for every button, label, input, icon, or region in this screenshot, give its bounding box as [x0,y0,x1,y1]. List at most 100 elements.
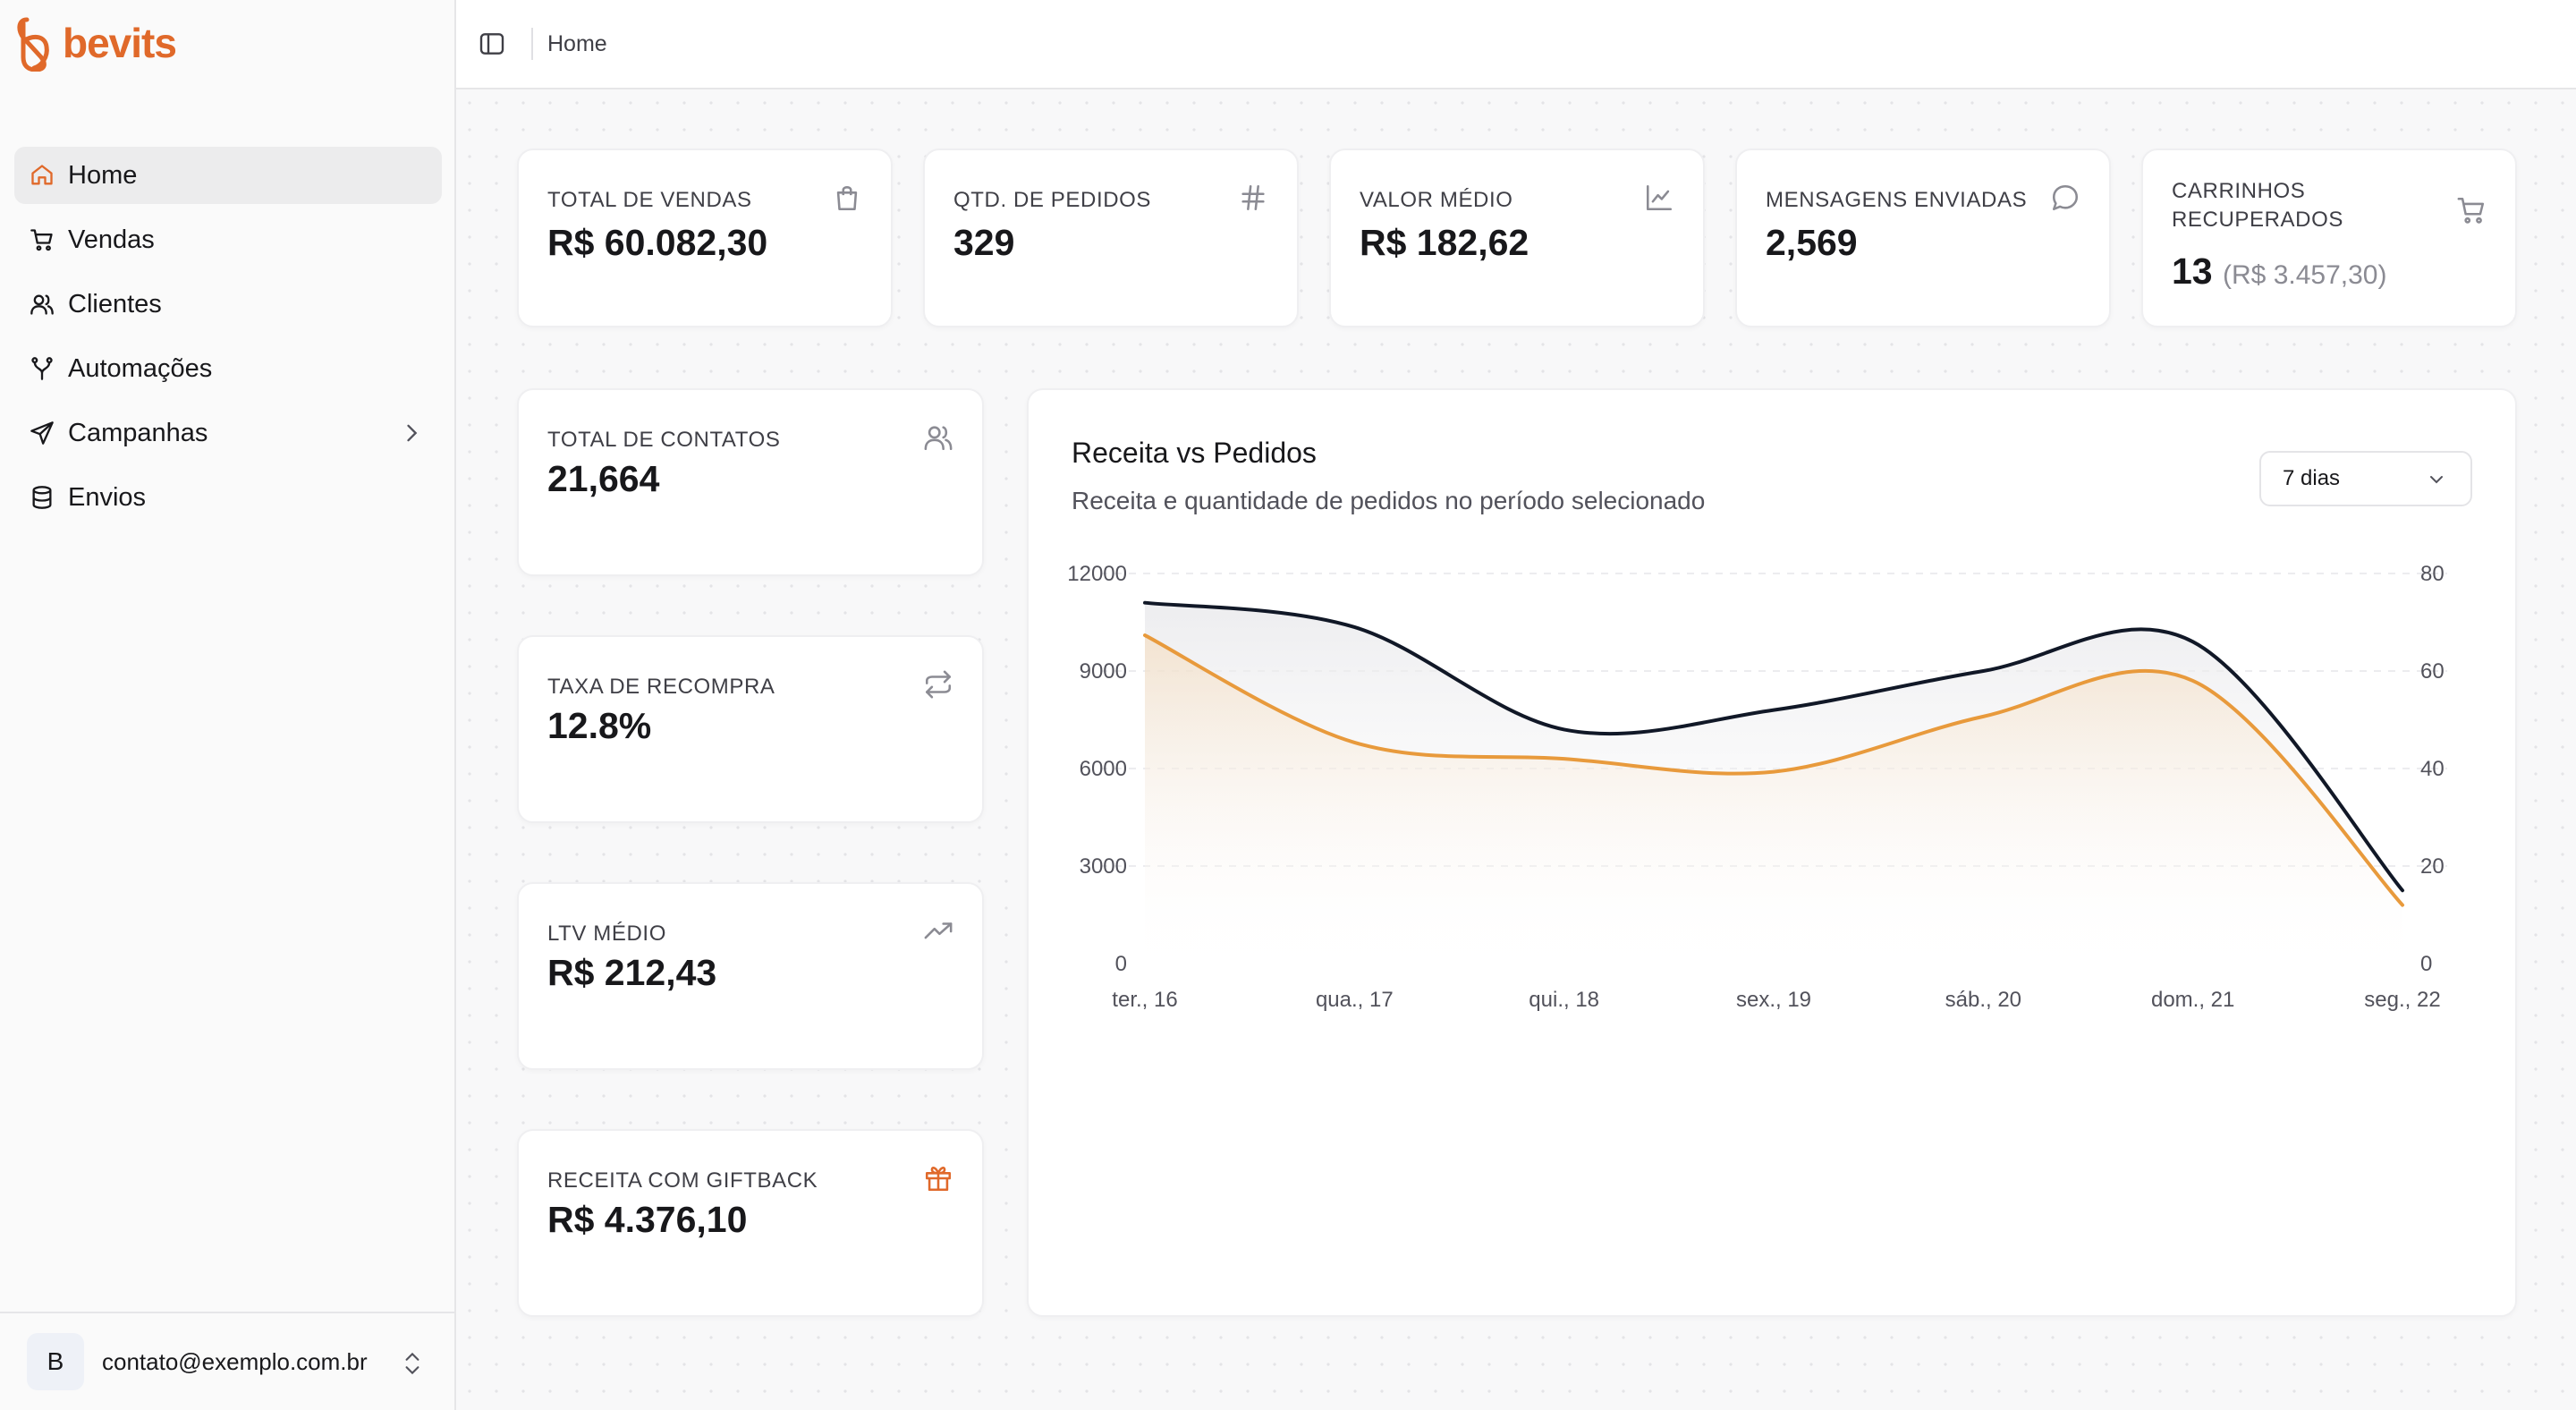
stat-card-taxa-recompra: TAXA DE RECOMPRA 12.8% [517,635,984,823]
send-icon [29,420,55,446]
stat-label-line: RECUPERADOS [2172,208,2343,232]
stat-value: R$ 212,43 [547,952,717,993]
stat-value: 12.8% [547,705,652,746]
sidebar-item-label: Clientes [68,289,162,319]
panel-left-icon [479,33,504,55]
sidebar-toggle-button[interactable] [467,19,517,69]
bevits-logo-icon [17,17,49,72]
stat-value: R$ 182,62 [1360,222,1530,263]
y-left-tick-label: 0 [1115,952,1127,976]
line-series-pedidos [1143,600,2404,893]
trending-up-icon [924,922,953,939]
main-content: TOTAL DE VENDAS R$ 60.082,30 QTD. DE PED… [456,89,2576,1410]
stat-value: 2,569 [1766,222,1858,263]
stat-card-mensagens: MENSAGENS ENVIADAS 2,569 [1735,149,2111,327]
sidebar-item-label: Vendas [68,225,155,254]
stat-value-sub: (R$ 3.457,30) [2223,260,2387,290]
message-circle-icon [2052,184,2079,211]
y-left-tick-label: 6000 [1080,757,1127,781]
user-email: contato@exemplo.com.br [102,1347,368,1375]
range-select[interactable]: 7 dias [2259,451,2472,506]
sidebar-item-home[interactable]: Home [14,147,442,204]
chart-plot: 0 3000 6000 9000 12000 0 20 40 60 80 ter., 16 qua.,… [1067,562,2447,1012]
chevron-right-icon[interactable] [399,420,424,446]
sidebar-item-envios[interactable]: Envios [14,469,442,526]
chevron-down-icon [2430,476,2443,484]
gift-icon [925,1167,952,1192]
chevrons-up-down-icon [405,1352,419,1375]
x-tick-label: qua., 17 [1316,988,1394,1012]
stat-label: QTD. DE PEDIDOS [953,188,1152,212]
line-series-receita [1143,633,2404,907]
stat-value: 13 (R$ 3.457,30) [2172,251,2386,293]
avatar: B [27,1333,84,1390]
home-icon [29,162,55,189]
user-menu[interactable]: B contato@exemplo.com.br [0,1312,454,1410]
chart-title: Receita vs Pedidos [1072,437,1317,469]
hash-icon [1241,184,1265,211]
sidebar-item-automacoes[interactable]: Automações [14,340,442,397]
stat-label-line: CARRINHOS [2172,179,2306,203]
stat-label: MENSAGENS ENVIADAS [1766,188,2028,212]
stat-value: 329 [953,222,1015,263]
x-tick-label: ter., 16 [1112,988,1177,1012]
stat-card-receita-giftback: RECEITA COM GIFTBACK R$ 4.376,10 [517,1129,984,1317]
chart-subtitle: Receita e quantidade de pedidos no perío… [1072,487,1706,514]
sidebar-item-label: Automações [68,353,213,383]
sidebar-item-campanhas[interactable]: Campanhas [14,404,442,462]
stat-label: TOTAL DE VENDAS [547,188,752,212]
breadcrumb[interactable]: Home [547,30,607,56]
x-tick-label: qui., 18 [1529,988,1599,1012]
stat-card-valor-medio: VALOR MÉDIO R$ 182,62 [1329,149,1705,327]
y-left-tick-label: 3000 [1080,854,1127,879]
stat-label: TAXA DE RECOMPRA [547,675,775,699]
y-right-tick-label: 60 [2420,659,2445,684]
x-tick-label: sáb., 20 [1945,988,2021,1012]
users-icon [29,291,55,318]
x-tick-label: seg., 22 [2364,988,2440,1012]
cart-icon [2457,197,2485,224]
stat-value: 21,664 [547,458,660,499]
range-select-value: 7 dias [2283,466,2341,490]
stat-card-qtd-pedidos: QTD. DE PEDIDOS 329 [923,149,1299,327]
branch-icon [29,355,55,382]
database-icon [29,484,55,511]
sidebar-nav: Home Vendas Clientes Automações Campanha… [14,147,442,533]
line-chart-icon [1646,184,1673,211]
y-right-tick-label: 80 [2420,562,2445,586]
y-right-tick-label: 20 [2420,854,2445,879]
x-tick-label: sex., 19 [1736,988,1811,1012]
stat-value: R$ 60.082,30 [547,222,768,263]
chart-card: Receita vs Pedidos Receita e quantidade … [1027,388,2517,1317]
sidebar-item-label: Home [68,160,138,190]
shopping-bag-icon [836,186,858,211]
users-icon [924,426,953,451]
stat-value: R$ 4.376,10 [547,1199,748,1240]
sidebar-item-clientes[interactable]: Clientes [14,276,442,333]
y-right-tick-label: 40 [2420,757,2445,781]
sidebar-item-label: Envios [68,482,147,512]
x-tick-label: dom., 21 [2151,988,2234,1012]
stat-label: LTV MÉDIO [547,922,666,946]
sidebar: bevits Home Vendas Clientes Automações [0,0,456,1410]
brand-name: bevits [63,20,177,66]
stat-card-total-vendas: TOTAL DE VENDAS R$ 60.082,30 [517,149,893,327]
stat-card-carrinhos: CARRINHOS RECUPERADOS 13 (R$ 3.457,30) [2141,149,2517,327]
stat-label: VALOR MÉDIO [1360,188,1513,212]
stat-label: CARRINHOS RECUPERADOS [2172,177,2343,234]
y-left-tick-label: 12000 [1067,562,1127,586]
y-right-tick-label: 0 [2420,952,2432,976]
brand-logo[interactable]: bevits [14,13,177,73]
topbar: Home [456,0,2576,89]
sidebar-item-vendas[interactable]: Vendas [14,211,442,268]
stat-value-main: 13 [2172,251,2213,292]
sidebar-item-label: Campanhas [68,418,208,447]
stat-card-total-contatos: TOTAL DE CONTATOS 21,664 [517,388,984,576]
stat-label: TOTAL DE CONTATOS [547,428,781,452]
topbar-divider [531,28,533,60]
stat-label: RECEITA COM GIFTBACK [547,1168,818,1193]
area-series-receita [1145,635,2402,964]
stat-card-ltv-medio: LTV MÉDIO R$ 212,43 [517,882,984,1070]
y-left-tick-label: 9000 [1080,659,1127,684]
cart-icon [29,226,55,253]
